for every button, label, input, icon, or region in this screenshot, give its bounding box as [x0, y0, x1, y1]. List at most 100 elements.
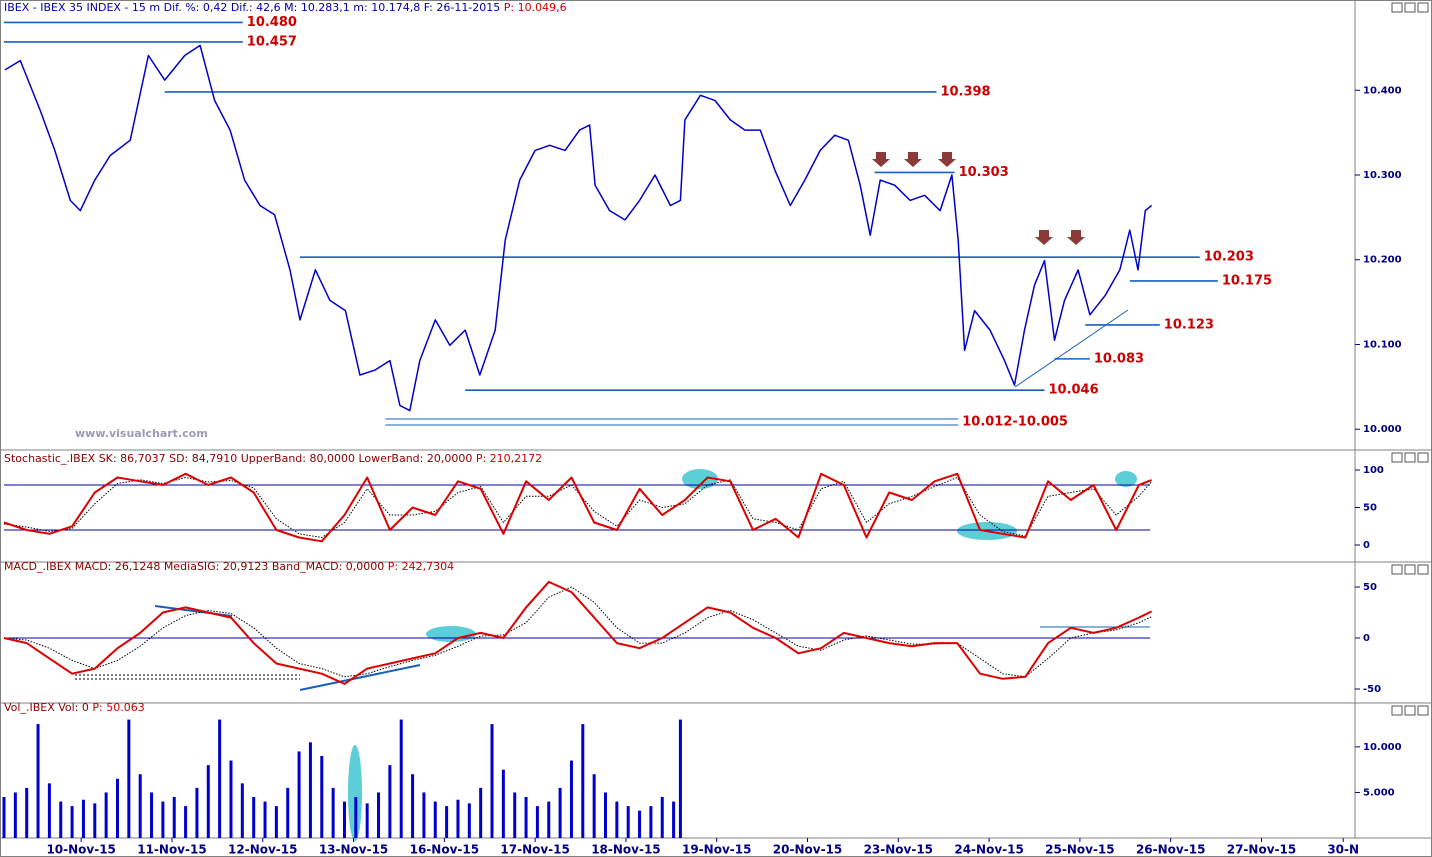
- volume-bar: [13, 792, 17, 838]
- header-last: P: 210,2172: [476, 452, 542, 465]
- x-tick-label: 26-Nov-15: [1136, 843, 1205, 857]
- header-title: Vol_.IBEX Vol: 0: [4, 701, 92, 714]
- volume-bar: [81, 799, 85, 838]
- header-last: P: 50.063: [92, 701, 144, 714]
- volume-bar: [331, 787, 335, 838]
- volume-bar: [411, 774, 415, 838]
- volume-bar: [263, 801, 267, 838]
- level-label: 10.480: [247, 15, 297, 30]
- volume-bar: [604, 792, 608, 838]
- volume-bar: [513, 792, 517, 838]
- x-tick-label: 10-Nov-15: [46, 843, 115, 857]
- price-header: IBEX - IBEX 35 INDEX - 15 m Dif. %: 0,42…: [4, 1, 567, 14]
- header-title: MACD_.IBEX MACD: 26,1248 MediaSIG: 20,91…: [4, 560, 388, 573]
- y-tick-label: 5.000: [1363, 787, 1395, 798]
- volume-bar: [558, 787, 562, 838]
- x-tick-label: 13-Nov-15: [319, 843, 388, 857]
- watermark: www.visualchart.com: [75, 427, 208, 440]
- level-label: 10.175: [1222, 273, 1272, 288]
- y-tick-label: 50: [1363, 582, 1377, 593]
- annotations: [75, 152, 1150, 841]
- header-title: IBEX - IBEX 35 INDEX - 15 m Dif. %: 0,42…: [4, 1, 504, 14]
- y-tick-label: 100: [1363, 465, 1384, 476]
- volume-bar: [36, 724, 40, 838]
- level-label: 10.457: [247, 34, 297, 49]
- volume-bar: [218, 719, 222, 838]
- volume-bar: [47, 783, 51, 838]
- volume-bar: [342, 801, 346, 838]
- volume-bar: [433, 801, 437, 838]
- x-tick-label: 20-Nov-15: [773, 843, 842, 857]
- x-tick-label: 25-Nov-15: [1045, 843, 1114, 857]
- volume-bar: [93, 803, 97, 838]
- header-title: Stochastic_.IBEX SK: 86,7037 SD: 84,7910…: [4, 452, 476, 465]
- volume-bar: [501, 769, 505, 838]
- x-tick-label: 18-Nov-15: [591, 843, 660, 857]
- volume-bar: [229, 760, 233, 838]
- volume-bar: [399, 719, 403, 838]
- volume-bar: [592, 774, 596, 838]
- volume-bar: [252, 797, 256, 838]
- volume-bar: [308, 742, 312, 838]
- level-label: 10.398: [940, 84, 990, 99]
- volume-bar: [377, 792, 381, 838]
- level-label: 10.083: [1094, 351, 1144, 366]
- volume-bar: [161, 801, 165, 838]
- window-buttons[interactable]: [1391, 2, 1429, 716]
- volume-bar: [59, 801, 63, 838]
- level-label: 10.012-10.005: [962, 415, 1068, 430]
- series-line: [3, 472, 1152, 543]
- volume-bar: [195, 787, 199, 838]
- y-tick-label: 10.300: [1363, 170, 1402, 181]
- y-tick-label: 10.000: [1363, 424, 1402, 435]
- level-label: 10.203: [1204, 250, 1254, 265]
- volume-bar: [490, 724, 494, 838]
- volume-bar: [626, 806, 630, 838]
- series-line: [3, 586, 1152, 678]
- y-tick-label: 10.000: [1363, 742, 1402, 753]
- volume-bar: [569, 760, 573, 838]
- volume-bar: [535, 806, 539, 838]
- volume-bar: [354, 797, 358, 838]
- volume-bar: [240, 783, 244, 838]
- volume-bar: [150, 792, 154, 838]
- volume-bar: [524, 797, 528, 838]
- volume-bar: [320, 756, 324, 838]
- volume-bar: [274, 806, 278, 838]
- volume-bar: [184, 806, 188, 838]
- x-tick-label: 16-Nov-15: [410, 843, 479, 857]
- volume-bar: [649, 806, 653, 838]
- volume-bar: [115, 778, 119, 838]
- y-tick-label: 0: [1363, 540, 1370, 551]
- y-tick-label: -50: [1363, 684, 1381, 695]
- header-last: P: 242,7304: [388, 560, 454, 573]
- x-tick-label: 19-Nov-15: [682, 843, 751, 857]
- x-tick-label: 24-Nov-15: [954, 843, 1023, 857]
- header-last: P: 10.049,6: [504, 1, 567, 14]
- volume-bar: [467, 803, 471, 838]
- x-tick-label: 27-Nov-15: [1227, 843, 1296, 857]
- level-label: 10.046: [1048, 383, 1098, 398]
- volume-bar: [672, 801, 676, 838]
- y-tick-label: 0: [1363, 633, 1370, 644]
- x-tick-label: 17-Nov-15: [500, 843, 569, 857]
- volume-bar: [172, 797, 176, 838]
- volume-bar: [547, 801, 551, 838]
- series-line: [3, 580, 1153, 685]
- y-tick-label: 50: [1363, 503, 1377, 514]
- macd-header: MACD_.IBEX MACD: 26,1248 MediaSIG: 20,91…: [4, 560, 454, 573]
- level-label: 10.123: [1164, 317, 1214, 332]
- series-line: [4, 44, 1153, 412]
- vol-header: Vol_.IBEX Vol: 0 P: 50.063: [4, 701, 145, 714]
- volume-bar: [615, 801, 619, 838]
- level-label: 10.303: [959, 165, 1009, 180]
- volume-bar: [638, 810, 642, 838]
- volume-bar: [286, 787, 290, 838]
- volume-bar: [660, 797, 664, 838]
- volume-bar: [678, 719, 682, 838]
- y-tick-label: 10.200: [1363, 255, 1402, 266]
- x-tick-label: 11-Nov-15: [137, 843, 206, 857]
- volume-bar: [581, 724, 585, 838]
